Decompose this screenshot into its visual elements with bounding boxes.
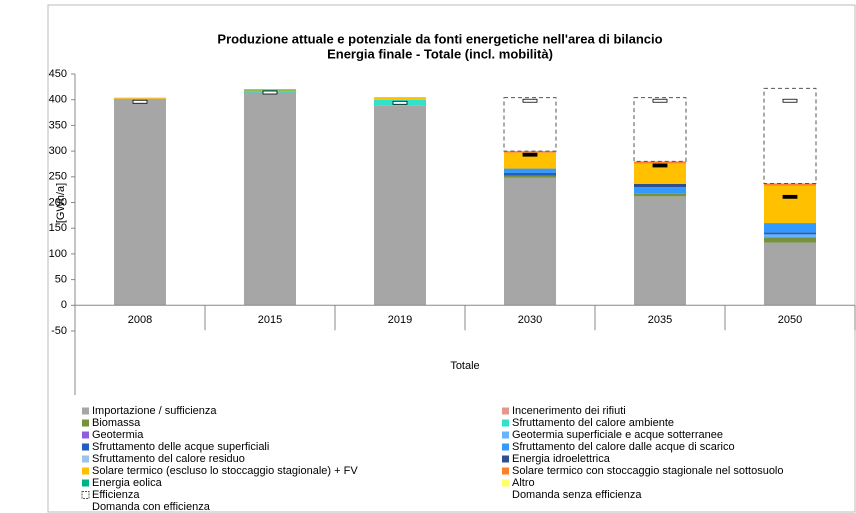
- legend-label: Efficienza: [92, 489, 140, 501]
- x-tick-label: 2008: [128, 314, 152, 326]
- legend-label: Geotermia: [92, 429, 144, 441]
- legend-label: Sfruttamento delle acque superficiali: [92, 441, 269, 453]
- legend-label: Biomassa: [92, 417, 141, 429]
- legend-label: Domanda senza efficienza: [512, 489, 642, 501]
- bar-segment: [764, 242, 816, 306]
- y-tick-label: 400: [49, 94, 67, 106]
- y-axis-label: [GWh/a]: [55, 183, 67, 223]
- x-tick-label: 2035: [648, 314, 672, 326]
- legend-label: Energia eolica: [92, 477, 163, 489]
- bar-segment: [634, 183, 686, 188]
- legend-swatch: [502, 419, 509, 427]
- chart-title: Energia finale - Totale (incl. mobilità): [327, 46, 553, 61]
- bar-segment: [634, 163, 686, 184]
- y-tick-label: 200: [49, 196, 67, 208]
- x-tick-label: 2019: [388, 314, 412, 326]
- legend-swatch: [502, 431, 509, 439]
- bar-segment: [374, 97, 426, 100]
- legend-swatch: [82, 419, 89, 427]
- bar-segment: [763, 87, 817, 184]
- bar-segment: [504, 175, 556, 178]
- bar-segment: [114, 98, 166, 306]
- legend-label: Solare termico con stoccaggio stagionale…: [512, 465, 784, 477]
- legend-label: Sfruttamento del calore dalle acque di s…: [512, 441, 735, 453]
- chart-title: Produzione attuale e potenziale da fonti…: [217, 31, 662, 46]
- legend-label: Energia idroelettrica: [512, 453, 611, 465]
- bar-segment: [764, 185, 816, 224]
- bar-segment: [764, 223, 816, 233]
- bar-segment: [504, 177, 556, 306]
- legend-swatch: [81, 491, 90, 499]
- y-tick-label: 0: [61, 299, 67, 311]
- bar-segment: [764, 183, 816, 186]
- legend-swatch: [82, 467, 89, 475]
- legend-swatch: [82, 443, 89, 451]
- bar-segment: [244, 89, 296, 91]
- bar-segment: [764, 234, 816, 238]
- legend-swatch: [82, 431, 89, 439]
- legend-swatch: [82, 479, 89, 487]
- bar-segment: [503, 97, 557, 152]
- legend-label: Importazione / sufficienza: [92, 405, 217, 417]
- legend-swatch: [502, 479, 509, 487]
- legend-swatch: [82, 407, 89, 415]
- legend-swatch: [502, 467, 509, 475]
- bar-segment: [634, 187, 686, 194]
- demand-marker: [782, 98, 798, 103]
- y-tick-label: 350: [49, 119, 67, 131]
- legend-swatch: [502, 443, 509, 451]
- bar-segment: [504, 172, 556, 176]
- y-tick-label: 100: [49, 248, 67, 260]
- legend-label: Solare termico (escluso lo stoccaggio st…: [92, 465, 358, 477]
- bar-segment: [634, 196, 686, 306]
- demand-marker: [782, 194, 798, 199]
- demand-marker: [652, 98, 668, 103]
- bar-segment: [504, 152, 556, 169]
- y-tick-label: 300: [49, 145, 67, 157]
- y-tick-label: -50: [51, 325, 67, 337]
- bar-segment: [634, 193, 686, 197]
- bar-segment: [504, 151, 556, 153]
- legend-label: Domanda con efficienza: [92, 501, 211, 513]
- demand-marker: [132, 99, 148, 104]
- legend-swatch: [502, 455, 509, 463]
- legend-swatch: [502, 407, 509, 415]
- y-tick-label: 150: [49, 222, 67, 234]
- legend-label: Altro: [512, 477, 535, 489]
- legend-label: Incenerimento dei rifiuti: [512, 405, 626, 417]
- legend-swatch: [82, 455, 89, 463]
- chart-frame: [47, 4, 856, 513]
- legend-label: Sfruttamento del calore ambiente: [512, 417, 674, 429]
- demand-marker: [392, 100, 408, 105]
- y-tick-label: 50: [55, 274, 67, 286]
- bar-segment: [764, 232, 816, 235]
- bar-segment: [633, 97, 687, 162]
- bar-segment: [374, 105, 426, 306]
- x-tick-label: 2015: [258, 314, 282, 326]
- bar-segment: [244, 92, 296, 306]
- demand-marker: [522, 152, 538, 157]
- legend-label: Geotermia superficiale e acque sotterran…: [512, 429, 723, 441]
- y-tick-label: 450: [49, 68, 67, 80]
- bar-segment: [634, 161, 686, 164]
- bar-segment: [764, 237, 816, 243]
- y-tick-label: 250: [49, 171, 67, 183]
- bar-segment: [504, 168, 556, 173]
- x-tick-label: 2030: [518, 314, 542, 326]
- x-tick-label: 2050: [778, 314, 802, 326]
- x-axis-label: Totale: [450, 360, 479, 372]
- demand-marker: [522, 98, 538, 103]
- bar-segment: [114, 97, 166, 99]
- demand-marker: [652, 163, 668, 168]
- demand-marker: [262, 90, 278, 95]
- legend-label: Sfruttamento del calore residuo: [92, 453, 245, 465]
